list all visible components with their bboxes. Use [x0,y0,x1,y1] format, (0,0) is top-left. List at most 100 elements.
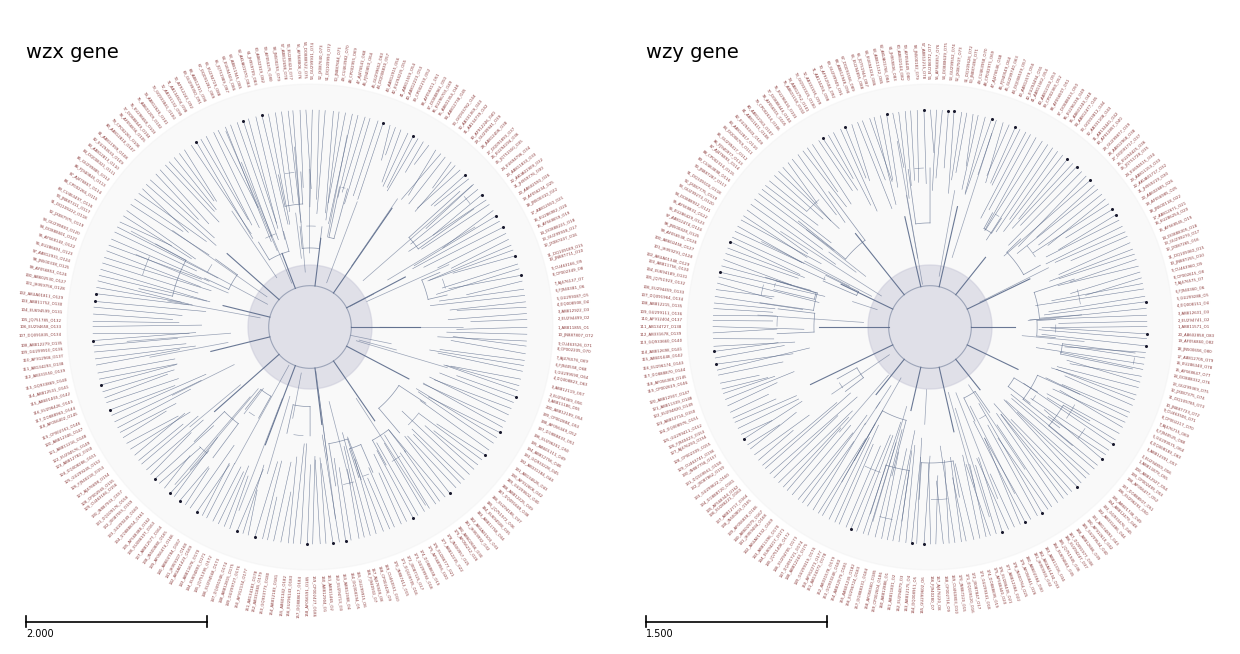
Text: 124_DQ008286_O151: 124_DQ008286_O151 [58,452,98,477]
Text: 7_AJ476137_O7: 7_AJ476137_O7 [554,277,585,286]
Text: 110_AF912966_O137: 110_AF912966_O137 [22,354,64,362]
Text: 67_DQ091556_O89: 67_DQ091556_O89 [839,55,854,92]
Text: 19_AF056860_O82: 19_AF056860_O82 [1178,338,1214,344]
Text: 123_AB812714_O150: 123_AB812714_O150 [656,408,697,426]
Text: 141_JH959404_O168: 141_JH959404_O168 [739,513,769,546]
Text: 86_FJ940845_O113: 86_FJ940845_O113 [73,164,107,188]
Text: 127_AJ476698_O154: 127_AJ476698_O154 [76,472,112,499]
Text: 103_AB811756_O130: 103_AB811756_O130 [647,258,689,272]
Text: 199_CP002884_O53: 199_CP002884_O53 [542,411,580,429]
Text: 16_EU286254_O20: 16_EU286254_O20 [1154,206,1190,225]
Text: 104_EU694189_O131: 104_EU694189_O131 [645,266,687,279]
Text: 13_GU299369_O75: 13_GU299369_O75 [1171,381,1209,394]
Text: 147_DQ091721_O174: 147_DQ091721_O174 [779,539,805,577]
Text: 29_GU299877_O39: 29_GU299877_O39 [1102,121,1131,151]
Text: 166_FJ940280_O7: 166_FJ940280_O7 [929,575,932,610]
Text: 109_GU299111_O136: 109_GU299111_O136 [640,309,682,316]
Text: 77_DO888649_O104: 77_DO888649_O104 [122,106,150,139]
Text: 117_DO888870_O144: 117_DO888870_O144 [642,368,686,379]
Text: 8_CP002349_O8: 8_CP002349_O8 [552,266,584,277]
Text: 148_AB812243_O175: 148_AB812243_O175 [785,542,808,580]
Text: 51_DQ109993_O72: 51_DQ109993_O72 [325,41,332,80]
Text: 151_AB134183_O178: 151_AB134183_O178 [244,568,258,611]
Text: 10_JN887711_O10: 10_JN887711_O10 [548,249,584,262]
Text: 62_AKUA01766_O84: 62_AKUA01766_O84 [879,43,889,83]
Text: 78_AF056915_O105: 78_AF056915_O105 [760,93,786,127]
Text: 52_JX087640_O73: 52_JX087640_O73 [319,44,324,79]
Text: 121_AB811339_O148: 121_AB811339_O148 [651,396,693,412]
Text: 184_EU694663_O35: 184_EU694663_O35 [1050,542,1074,578]
Text: 84_DQ008321_O111: 84_DQ008321_O111 [81,148,115,176]
Text: 15_AF568545_O19: 15_AF568545_O19 [1158,215,1193,233]
Text: 108_AB812215_O135: 108_AB812215_O135 [641,300,683,308]
Text: 23_AB811153_O33: 23_AB811153_O33 [1130,157,1162,182]
Text: 180_AB602384_O30: 180_AB602384_O30 [1024,555,1044,593]
Text: 162_EU294879_O3: 162_EU294879_O3 [897,574,904,611]
Text: 195_AB601111_O49: 195_AB601111_O49 [529,440,565,462]
Text: 78_AF056656_O105: 78_AF056656_O105 [118,112,146,143]
Text: 35_AB601240_O48: 35_AB601240_O48 [1069,91,1092,124]
Text: 6_FJ940525_O68: 6_FJ940525_O68 [1154,428,1187,445]
Text: 154_AB812183_O181: 154_AB812183_O181 [269,572,279,615]
Text: 28_AB812968_O38: 28_AB812968_O38 [1107,128,1137,156]
Text: 5_GU299288_O5: 5_GU299288_O5 [1176,292,1209,300]
Text: 90_JN887311_O117: 90_JN887311_O117 [55,193,91,215]
Text: 107_DQ091964_O134: 107_DQ091964_O134 [640,293,683,301]
Text: 123_AB812782_O150: 123_AB812782_O150 [56,445,94,470]
Polygon shape [687,84,1173,570]
Text: 174_DO888658_O19: 174_DO888658_O19 [419,548,440,586]
Text: 59_AF056449_O80: 59_AF056449_O80 [903,43,910,80]
Text: 62_AKUA01970_O84: 62_AKUA01970_O84 [237,48,250,88]
Text: 60_AB602144_O82: 60_AB602144_O82 [895,44,904,81]
Text: 146_EU294705_O173: 146_EU294705_O173 [773,535,799,573]
Text: 32_AB331108_O43: 32_AB331108_O43 [1085,105,1112,137]
Text: 83_AB812817_O110: 83_AB812817_O110 [728,119,759,150]
Text: 42_EU294225_O55: 42_EU294225_O55 [392,58,408,94]
Text: 135_AF568344_O162: 135_AF568344_O162 [706,483,740,513]
Text: 29_GU299941_O39: 29_GU299941_O39 [474,113,502,144]
Text: 175_AF568956_O20: 175_AF568956_O20 [427,544,448,580]
Text: 42_EU294494_O55: 42_EU294494_O55 [1025,64,1044,99]
Text: 7_AJ476576_O69: 7_AJ476576_O69 [556,356,589,364]
Text: 60_AB602919_O82: 60_AB602919_O82 [253,47,264,84]
Text: 97_AB812931_O124: 97_AB812931_O124 [32,249,72,263]
Text: 149_GU299727_O176: 149_GU299727_O176 [226,564,242,606]
Text: 167_AJ476220_O8: 167_AJ476220_O8 [935,575,940,611]
Text: 106_EU294459_O133: 106_EU294459_O133 [642,284,684,294]
Text: 4_DQ008938_O4: 4_DQ008938_O4 [557,300,590,307]
Text: 68_AB812911_O90: 68_AB812911_O90 [187,68,207,103]
Text: 152_AB331578_O179: 152_AB331578_O179 [816,555,836,595]
Text: 22_AKUA01717_O32: 22_AKUA01717_O32 [1133,162,1168,188]
Text: 76_EU296616_O103: 76_EU296616_O103 [773,84,797,120]
Text: 5_GU299590_O64: 5_GU299590_O64 [554,369,589,379]
Text: 149_GU299319_O176: 149_GU299319_O176 [792,545,816,585]
Text: 139_AF056474_O166: 139_AF056474_O166 [149,533,175,570]
Text: 132_JX087555_O159: 132_JX087555_O159 [103,499,134,530]
Text: 87_AJ476893_O114: 87_AJ476893_O114 [707,144,739,171]
Text: 98_JN500338_O125: 98_JN500338_O125 [31,257,69,270]
Polygon shape [868,265,992,389]
Text: 10_JN887807_O72: 10_JN887807_O72 [558,334,594,339]
Text: 168_CP002716_O9: 168_CP002716_O9 [944,574,950,611]
Text: 187_DQ091669_O38: 187_DQ091669_O38 [496,488,529,517]
Text: 112_AB331550_O139: 112_AB331550_O139 [24,368,66,380]
Text: 12_JX087375_O74: 12_JX087375_O74 [1169,388,1205,401]
Text: 140_AB602784_O167: 140_AB602784_O167 [157,538,182,576]
Text: 66_EU294729_O88: 66_EU294729_O88 [203,61,221,97]
Text: 147_DQ091946_O174: 147_DQ091946_O174 [211,560,228,602]
Text: 56_EU286424_O77: 56_EU286424_O77 [285,43,293,80]
Text: 9_CU463526_O71: 9_CU463526_O71 [557,341,593,347]
Text: 80_AB812163_O107: 80_AB812163_O107 [746,103,774,137]
Text: 159_CP002604_O186: 159_CP002604_O186 [870,570,883,611]
Text: 82_EU294533_O109: 82_EU294533_O109 [92,136,124,165]
Text: 17_AB812705_O79: 17_AB812705_O79 [1176,354,1214,362]
Text: 96_EU286691_O123: 96_EU286691_O123 [35,240,73,256]
Text: 200_AB812199_O54: 200_AB812199_O54 [544,405,583,421]
Text: 132_JX087862_O159: 132_JX087862_O159 [691,464,725,490]
Text: 11_DQ109360_O15: 11_DQ109360_O15 [1168,245,1205,260]
Text: 113_GQ933660_O140: 113_GQ933660_O140 [639,338,682,345]
Text: 3_AB812119_O57: 3_AB812119_O57 [551,385,585,397]
Text: 58_JN500182_O79: 58_JN500182_O79 [911,44,918,80]
Text: 64_EU694503_O86: 64_EU694503_O86 [221,55,236,92]
Text: 167_AJ476928_O8: 167_AJ476928_O8 [370,566,383,602]
